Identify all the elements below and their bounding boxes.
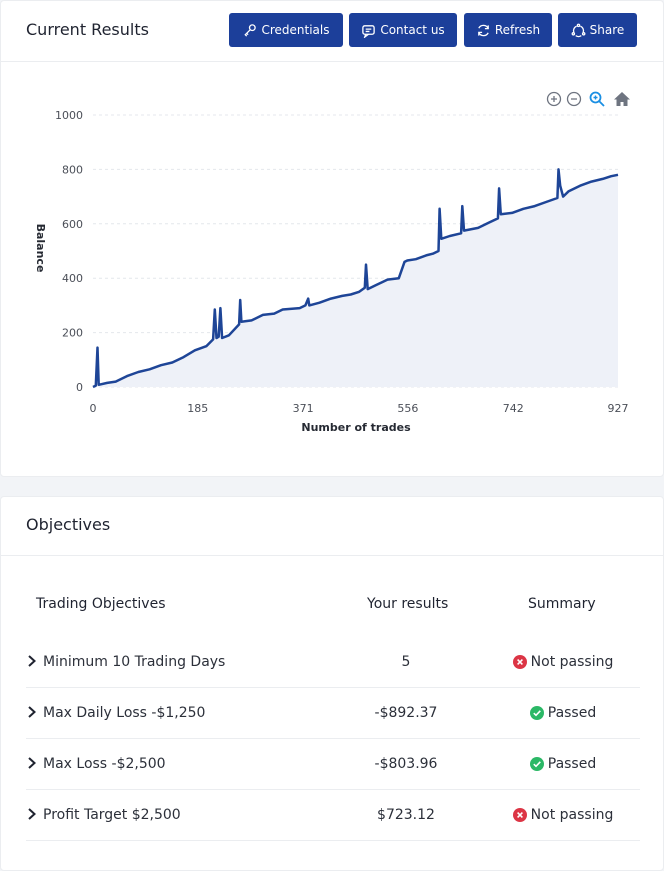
objective-result: 5: [401, 654, 411, 670]
check-circle-icon: [529, 757, 544, 771]
objective-row[interactable]: Max Daily Loss -$1,250 -$892.37 Passed: [26, 688, 640, 739]
refresh-icon: [477, 24, 489, 36]
status-label: Not passing: [530, 654, 614, 670]
objective-summary: Not passing: [496, 654, 630, 670]
objective-result: -$892.37: [374, 705, 438, 721]
objective-summary: Passed: [496, 705, 630, 721]
x-tick-label: 927: [608, 402, 629, 415]
objective-name: Minimum 10 Trading Days: [43, 654, 226, 670]
credentials-button[interactable]: Credentials: [229, 13, 343, 47]
objective-name: Profit Target $2,500: [43, 807, 181, 823]
x-tick-label: 556: [397, 402, 418, 415]
objective-row[interactable]: Max Loss -$2,500 -$803.96 Passed: [26, 739, 640, 790]
status-label: Passed: [547, 705, 597, 721]
objective-row[interactable]: Profit Target $2,500 $723.12 Not passing: [26, 790, 640, 841]
status-label: Not passing: [530, 807, 614, 823]
y-tick-label: 600: [62, 218, 83, 231]
key-icon: [244, 23, 257, 37]
current-results-card: Current Results Credentials Contact us R…: [0, 0, 664, 477]
status-label: Passed: [547, 756, 597, 772]
x-circle-icon: [512, 655, 527, 669]
x-tick-label: 185: [187, 402, 208, 415]
objective-summary: Not passing: [496, 807, 630, 823]
check-circle-icon: [529, 706, 544, 720]
x-axis-title: Number of trades: [301, 421, 411, 434]
x-circle-icon: [512, 808, 527, 822]
balance-chart: 0 200 400 600 800 1000 0 185 371 556 742 927 Balan…: [34, 109, 629, 434]
y-tick-label: 400: [62, 272, 83, 285]
contact-us-label: Contact us: [380, 23, 445, 37]
results-header: Current Results Credentials Contact us R…: [1, 1, 663, 62]
objective-name: Max Daily Loss -$1,250: [43, 705, 206, 721]
header-trading-objectives: Trading Objectives: [36, 596, 166, 612]
objective-result: -$803.96: [374, 756, 438, 772]
objective-name: Max Loss -$2,500: [43, 756, 166, 772]
chevron-right-icon[interactable]: [26, 654, 38, 668]
x-tick-label: 742: [503, 402, 524, 415]
y-axis-ticks: 0 200 400 600 800 1000: [55, 109, 83, 394]
x-tick-label: 0: [90, 402, 97, 415]
x-tick-label: 371: [293, 402, 314, 415]
header-your-results: Your results: [367, 596, 449, 612]
home-icon[interactable]: [613, 90, 631, 108]
results-title: Current Results: [26, 20, 149, 39]
chevron-right-icon[interactable]: [26, 807, 38, 821]
y-tick-label: 0: [76, 381, 83, 394]
share-button[interactable]: Share: [558, 13, 637, 47]
credentials-label: Credentials: [261, 23, 330, 37]
y-axis-title: Balance: [34, 224, 47, 273]
objectives-title: Objectives: [26, 515, 111, 534]
chat-icon: [362, 24, 376, 38]
objectives-card: Objectives Trading Objectives Your resul…: [0, 496, 664, 871]
contact-us-button[interactable]: Contact us: [349, 13, 457, 47]
x-axis-ticks: 0 185 371 556 742 927: [90, 402, 629, 415]
header-summary: Summary: [528, 596, 596, 612]
share-icon: [571, 23, 586, 37]
share-label: Share: [589, 23, 625, 37]
y-tick-label: 200: [62, 327, 83, 340]
objective-result: $723.12: [377, 807, 435, 823]
y-tick-label: 1000: [55, 109, 83, 122]
zoom-out-icon[interactable]: [565, 90, 583, 108]
balance-line: [92, 168, 619, 389]
chevron-right-icon[interactable]: [26, 756, 38, 770]
chevron-right-icon[interactable]: [26, 705, 38, 719]
refresh-label: Refresh: [494, 23, 541, 37]
objective-row[interactable]: Minimum 10 Trading Days 5 Not passing: [26, 637, 640, 688]
zoom-icon[interactable]: [588, 90, 606, 108]
y-tick-label: 800: [62, 163, 83, 176]
objectives-header: Objectives: [1, 497, 663, 556]
objective-summary: Passed: [496, 756, 630, 772]
refresh-button[interactable]: Refresh: [464, 13, 552, 47]
zoom-in-icon[interactable]: [545, 90, 563, 108]
